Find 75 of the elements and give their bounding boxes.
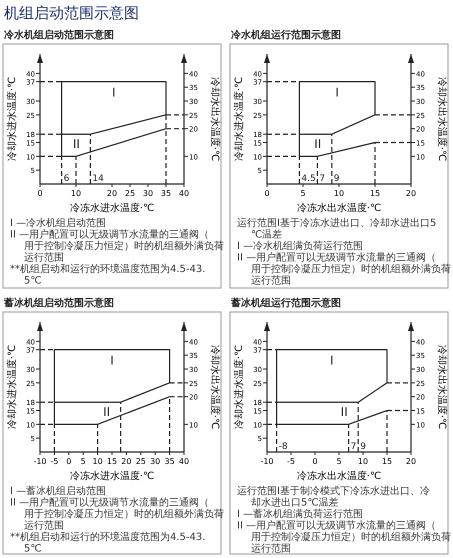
x-tick-label: 20 xyxy=(406,189,416,198)
series-label: I xyxy=(330,354,334,368)
x-axis-title: 冷冻水进水温度·℃ xyxy=(70,470,154,482)
text: **机组启动和运行的环境温度范围为4.5-43.5℃ xyxy=(10,531,206,554)
x-axis-title: 冷冻水进水温度·℃ xyxy=(70,202,154,214)
x-axis-title: 冷冻水出水温度·℃ xyxy=(296,470,382,482)
annotation: 7 xyxy=(350,442,356,452)
chart-subtitle: 冷水机组启动范围示意图 xyxy=(4,29,114,41)
x-tick-label: 0 xyxy=(66,457,72,466)
y2-axis-title: 冷却水出水温度·℃ xyxy=(436,76,448,162)
x-tick-label: 20 xyxy=(106,189,118,198)
x-tick-label: 30 xyxy=(142,189,154,198)
x-tick-label: 40 xyxy=(178,189,190,198)
y2-axis-title: 冷却水出水温度·℃ xyxy=(209,76,221,162)
x-tick-label: 0 xyxy=(312,457,318,466)
text: **机组启动和运行的环境温度范围为4.5-43.5℃ xyxy=(10,263,206,286)
series-label: I xyxy=(112,86,116,100)
series-label: II xyxy=(72,137,80,152)
x-tick-label: 40 xyxy=(178,457,190,466)
x-tick-label: 25 xyxy=(124,189,136,198)
x-tick-label: -10 xyxy=(33,457,47,466)
x-tick-label: 20 xyxy=(121,457,132,466)
annotation: 9 xyxy=(360,442,366,452)
series-label: II xyxy=(103,405,110,420)
x-tick-label: 35 xyxy=(160,189,172,198)
chart-title: 蓄冰机组启动范围示意图 xyxy=(3,297,114,309)
text: I —蓄冰机组启动范围 xyxy=(10,485,106,497)
chart-title: 蓄冰机组运行范围示意图 xyxy=(230,297,341,309)
x-tick-label: 15 xyxy=(382,457,392,466)
x-tick-label: -5 xyxy=(287,457,295,466)
annotation: -8 xyxy=(278,442,288,452)
chart-title: 冷水机组运行范围示意图 xyxy=(231,29,341,41)
y-axis-title: 冷却水进水温度·℃ xyxy=(233,76,245,162)
x-tick-label: 25 xyxy=(136,457,146,466)
x-axis-title: 冷冻水出水温度·℃ xyxy=(296,202,382,214)
x-tick-label: 0 xyxy=(37,189,43,198)
y-axis-title: 冷却水进水温度·℃ xyxy=(6,76,18,162)
x-tick-label: -5 xyxy=(50,457,58,466)
text: 运行范围I基于冷冻水进出口、冷却水进出口5℃温差 xyxy=(237,217,436,240)
series-label: I xyxy=(335,86,339,100)
text: I —冷水机组启动范围 xyxy=(10,217,106,229)
text: II —用户配置可以无级调节水流量的三通阀（用于控制冷凝压力恒定）时的机组额外满负荷运行范围 xyxy=(237,252,451,286)
x-tick-label: -10 xyxy=(260,457,274,466)
x-tick-label: 5 xyxy=(300,189,306,198)
x-tick-label: 35 xyxy=(164,457,175,466)
x-tick-label: 20 xyxy=(406,457,416,466)
y-axis-title: 冷却水进水温度·℃ xyxy=(6,344,18,430)
text: I —冷水机组满负荷运行范围 xyxy=(237,240,364,252)
chart-title: 机组启动范围示意图 xyxy=(4,4,139,22)
x-tick-label: 10 xyxy=(92,457,103,466)
y2-axis-title: 冷却水出水温度·℃ xyxy=(209,344,221,430)
annotation: 9 xyxy=(334,174,340,184)
text: II —用户配置可以无级调节水流量的三通阀（用于控制冷凝压力恒定）时的机组额外满负荷运行范围 xyxy=(237,520,451,554)
annotation: 6 xyxy=(64,174,70,184)
text: II —用户配置可以无级调节水流量的三通阀（用于控制冷凝压力恒定）时的机组额外满负荷运行范围 xyxy=(10,228,224,264)
x-tick-label: 15 xyxy=(106,457,118,466)
text: 运行范围I基于制冷模式下冷冻水进出口、冷却水进出口5℃温差 xyxy=(237,485,430,508)
annotation: 4.5 xyxy=(301,174,316,184)
x-tick-label: 10 xyxy=(70,189,82,198)
x-tick-label: 5 xyxy=(336,457,342,466)
x-tick-label: 15 xyxy=(370,189,380,198)
series-label: I xyxy=(110,354,114,368)
text: I —蓄冰机组满负荷运行范围 xyxy=(237,508,364,520)
x-tick-label: 10 xyxy=(334,189,344,198)
annotation: 7 xyxy=(319,174,326,184)
text: II —用户配置可以无级调节水流量的三通阀（用于控制冷凝压力恒定）时的机组额外满负荷运行范围 xyxy=(10,496,224,532)
x-tick-label: 30 xyxy=(150,457,160,466)
series-label: II xyxy=(340,405,348,420)
y-axis-title: 冷却水进水温度·℃ xyxy=(233,344,245,430)
x-tick-label: 5 xyxy=(80,457,86,466)
x-tick-label: 10 xyxy=(358,457,368,466)
y2-axis-title: 冷却水出水温度·℃ xyxy=(436,344,448,430)
x-tick-label: 0 xyxy=(264,189,270,198)
series-label: II xyxy=(314,137,322,152)
annotation: 14 xyxy=(92,174,104,184)
